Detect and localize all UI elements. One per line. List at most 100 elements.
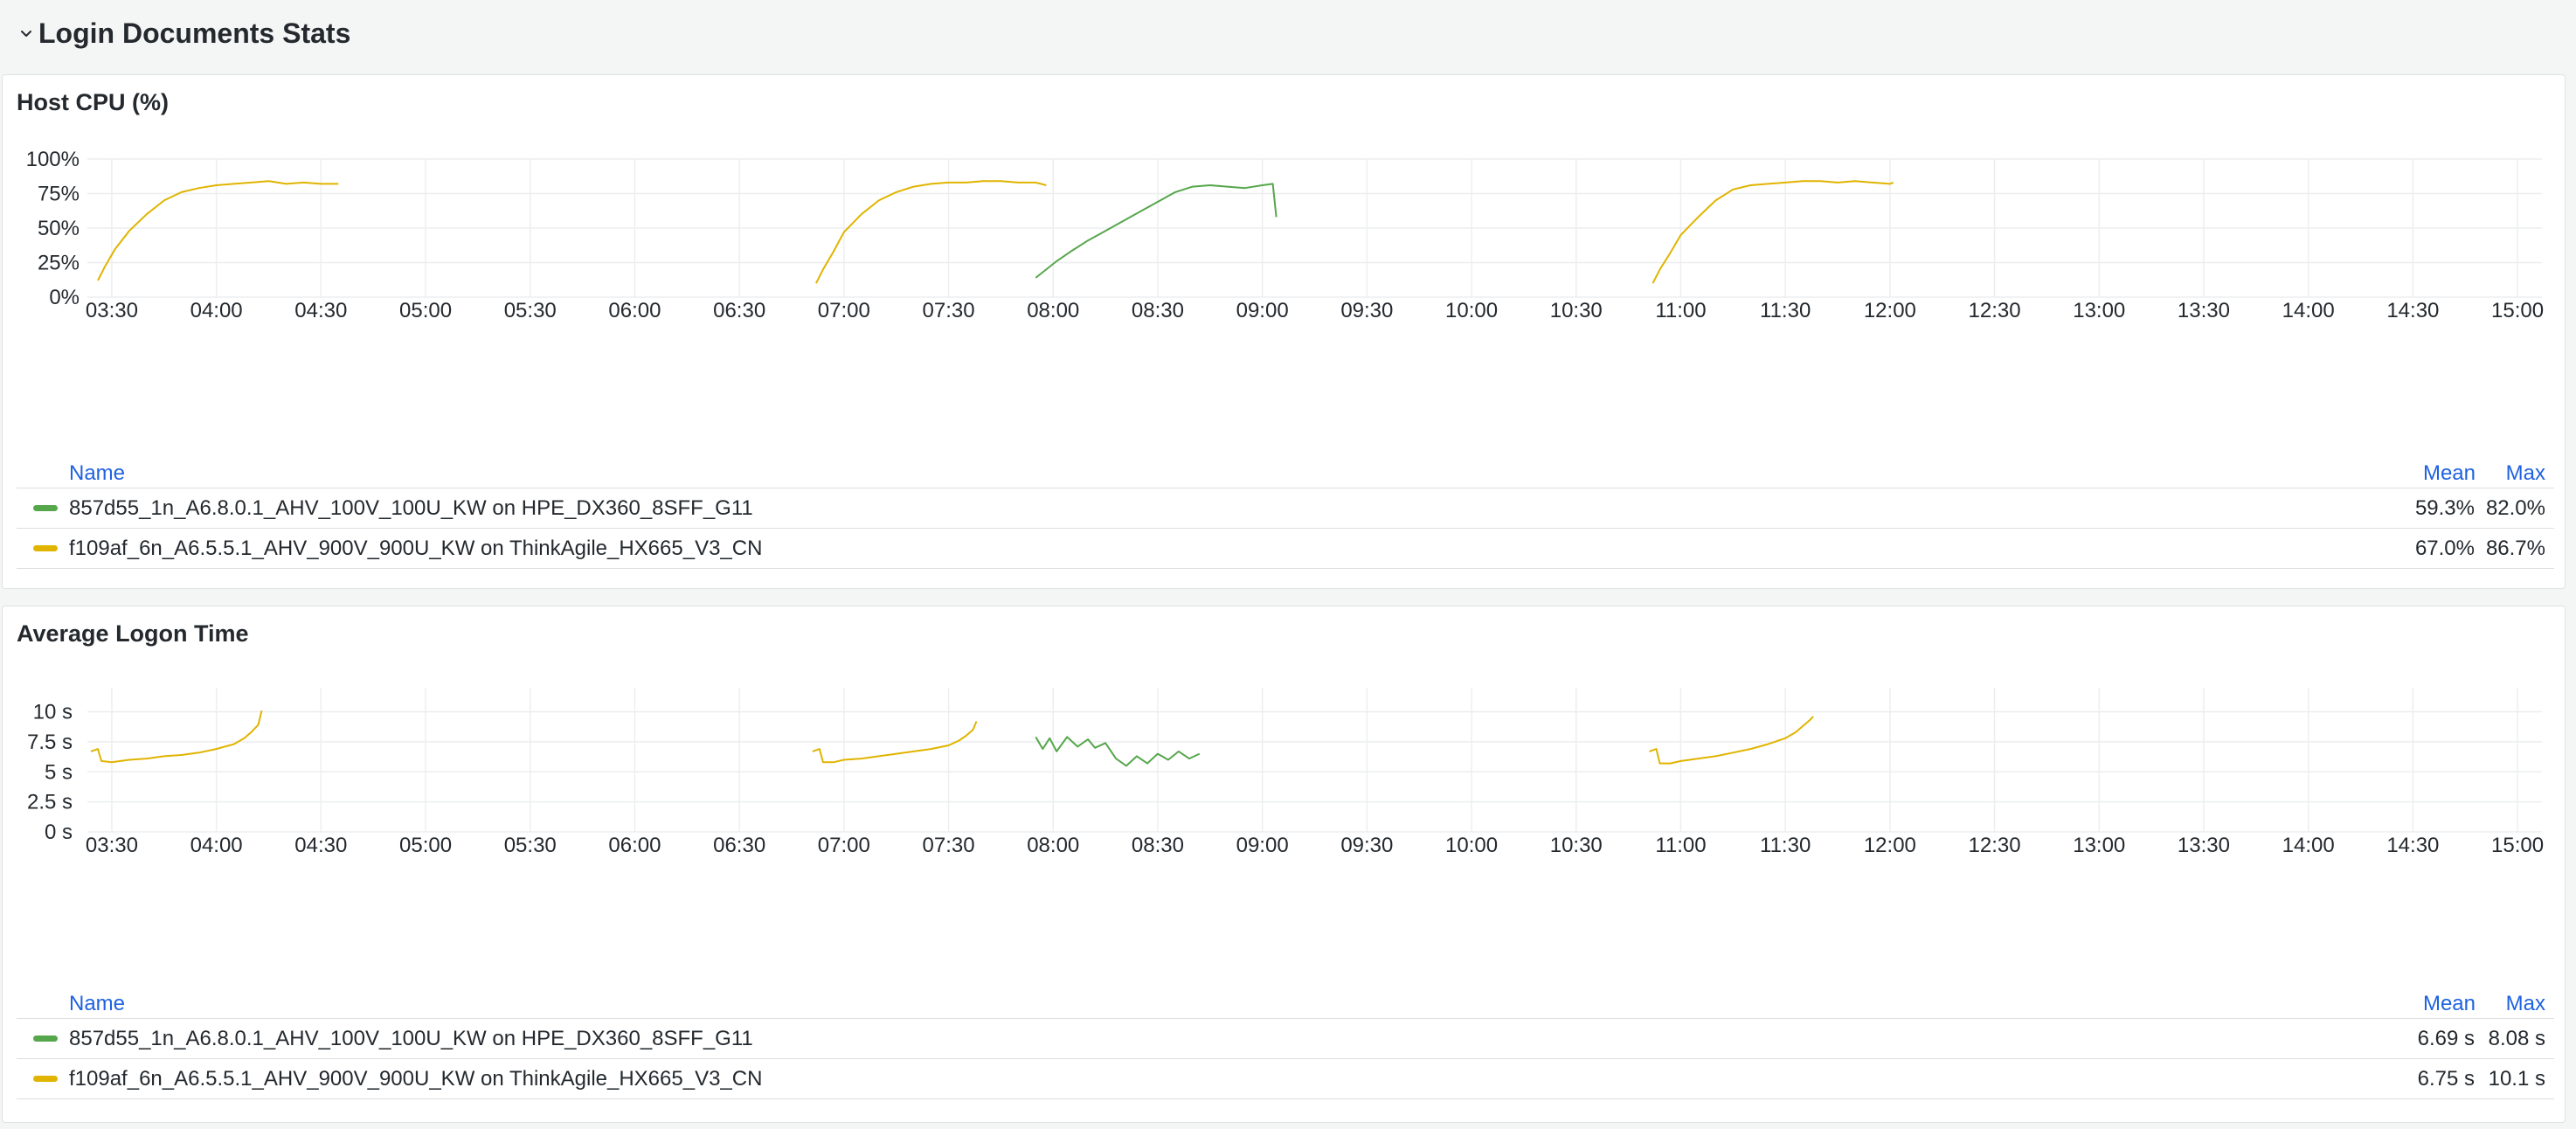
- series-line[interactable]: [1035, 736, 1201, 767]
- legend: Name Mean Max 857d55_1n_A6.8.0.1_AHV_100…: [17, 461, 2554, 569]
- series-color-swatch: [33, 1076, 58, 1082]
- x-tick-label: 08:00: [1027, 834, 1079, 857]
- x-tick-label: 09:30: [1340, 299, 1393, 322]
- series-name: 857d55_1n_A6.8.0.1_AHV_100V_100U_KW on H…: [69, 1026, 753, 1050]
- series-line[interactable]: [90, 710, 263, 764]
- legend-mean-header[interactable]: Mean: [2422, 461, 2476, 485]
- series-max: 86.7%: [2485, 536, 2545, 560]
- x-tick-label: 13:00: [2073, 834, 2125, 857]
- x-tick-label: 08:00: [1027, 299, 1079, 322]
- x-tick-label: 14:00: [2282, 299, 2335, 322]
- x-tick-label: 07:30: [923, 299, 975, 322]
- panel-title[interactable]: Average Logon Time: [17, 620, 249, 647]
- x-tick-label: 06:00: [608, 834, 661, 857]
- x-tick-label: 11:00: [1655, 299, 1706, 322]
- series-line[interactable]: [812, 721, 978, 764]
- y-tick-label: 7.5 s: [27, 731, 73, 754]
- host-cpu-panel: Host CPU (%) 0% 25% 50% 75% 100% 03:30 04:00 04…: [2, 74, 2566, 589]
- legend-name-header[interactable]: Name: [69, 461, 126, 485]
- series-mean: 59.3%: [2414, 495, 2475, 520]
- x-tick-label: 10:30: [1550, 299, 1603, 322]
- x-tick-label: 07:00: [818, 834, 870, 857]
- x-tick-label: 05:30: [504, 299, 557, 322]
- x-tick-label: 13:00: [2073, 299, 2125, 322]
- legend-max-header[interactable]: Max: [2505, 992, 2545, 1015]
- chevron-down-icon[interactable]: [16, 23, 37, 44]
- x-tick-label: 13:30: [2178, 834, 2230, 857]
- host-cpu-chart[interactable]: 0% 25% 50% 75% 100% 03:30 04:00 04:30 05:00 05:30…: [3, 75, 2565, 490]
- legend-max-header[interactable]: Max: [2505, 461, 2545, 485]
- x-tick-label: 15:00: [2491, 834, 2544, 857]
- series-line[interactable]: [1649, 716, 1814, 765]
- series-line[interactable]: [1652, 180, 1894, 284]
- x-tick-label: 04:00: [190, 834, 243, 857]
- row-header[interactable]: Login Documents Stats: [0, 0, 2576, 66]
- y-tick-label: 10 s: [33, 701, 73, 724]
- series-name: 857d55_1n_A6.8.0.1_AHV_100V_100U_KW on H…: [69, 495, 753, 520]
- y-tick-label: 2.5 s: [27, 791, 73, 814]
- x-tick-label: 04:00: [190, 299, 243, 322]
- legend-row[interactable]: 857d55_1n_A6.8.0.1_AHV_100V_100U_KW on H…: [17, 488, 2554, 528]
- x-tick-label: 04:30: [294, 834, 347, 857]
- series-mean: 67.0%: [2414, 536, 2475, 560]
- x-tick-label: 15:00: [2491, 299, 2544, 322]
- x-tick-label: 10:00: [1445, 834, 1498, 857]
- x-tick-label: 12:00: [1864, 834, 1916, 857]
- average-logon-time-chart[interactable]: 0 s 2.5 s 5 s 7.5 s 10 s 03:30 04:00 04:30 05:00…: [3, 606, 2565, 1022]
- x-tick-label: 12:00: [1864, 299, 1916, 322]
- legend-row[interactable]: f109af_6n_A6.5.5.1_AHV_900V_900U_KW on T…: [17, 528, 2554, 569]
- series-line[interactable]: [815, 180, 1047, 284]
- host-cpu-chart-svg[interactable]: 0% 25% 50% 75% 100% 03:30 04:00 04:30 05:00 05:30…: [3, 75, 2565, 486]
- y-tick-label: 75%: [38, 183, 80, 206]
- series-name: f109af_6n_A6.5.5.1_AHV_900V_900U_KW on T…: [69, 536, 763, 560]
- x-tick-label: 11:30: [1760, 834, 1811, 857]
- x-tick-label: 12:30: [1969, 834, 2021, 857]
- x-tick-label: 12:30: [1969, 299, 2021, 322]
- y-tick-label: 0%: [49, 286, 80, 309]
- x-tick-label: 06:30: [713, 299, 765, 322]
- legend-row[interactable]: f109af_6n_A6.5.5.1_AHV_900V_900U_KW on T…: [17, 1058, 2554, 1099]
- legend-name-header[interactable]: Name: [69, 992, 126, 1015]
- x-tick-label: 06:30: [713, 834, 765, 857]
- x-tick-label: 05:00: [399, 834, 452, 857]
- x-tick-label: 14:30: [2386, 834, 2439, 857]
- series-max: 8.08 s: [2488, 1026, 2545, 1050]
- x-tick-label: 05:30: [504, 834, 557, 857]
- series-line[interactable]: [1035, 183, 1278, 279]
- series-mean: 6.69 s: [2417, 1026, 2475, 1050]
- y-tick-label: 50%: [38, 217, 80, 240]
- x-tick-label: 08:30: [1132, 834, 1184, 857]
- series-mean: 6.75 s: [2417, 1066, 2475, 1091]
- y-tick-label: 25%: [38, 252, 80, 275]
- y-tick-label: 5 s: [45, 760, 73, 784]
- x-tick-label: 11:00: [1655, 834, 1706, 857]
- series-line[interactable]: [97, 180, 339, 281]
- x-tick-label: 09:00: [1236, 834, 1289, 857]
- y-tick-label: 0 s: [45, 821, 73, 844]
- panel-title[interactable]: Host CPU (%): [17, 89, 169, 115]
- x-tick-label: 13:30: [2178, 299, 2230, 322]
- x-tick-label: 03:30: [86, 834, 138, 857]
- y-tick-label: 100%: [26, 148, 80, 171]
- x-tick-label: 04:30: [294, 299, 347, 322]
- x-tick-label: 09:30: [1340, 834, 1393, 857]
- series-color-swatch: [33, 505, 58, 511]
- series-max: 10.1 s: [2488, 1066, 2545, 1091]
- x-tick-label: 10:00: [1445, 299, 1498, 322]
- x-tick-label: 09:00: [1236, 299, 1289, 322]
- x-tick-label: 14:30: [2386, 299, 2439, 322]
- legend-row[interactable]: 857d55_1n_A6.8.0.1_AHV_100V_100U_KW on H…: [17, 1018, 2554, 1058]
- legend-mean-header[interactable]: Mean: [2422, 992, 2476, 1015]
- series-name: f109af_6n_A6.5.5.1_AHV_900V_900U_KW on T…: [69, 1066, 763, 1091]
- x-tick-label: 03:30: [86, 299, 138, 322]
- row-title[interactable]: Login Documents Stats: [38, 17, 351, 49]
- x-tick-label: 14:00: [2282, 834, 2335, 857]
- x-tick-label: 07:30: [923, 834, 975, 857]
- series-color-swatch: [33, 545, 58, 551]
- series-max: 82.0%: [2485, 495, 2545, 520]
- x-tick-label: 11:30: [1760, 299, 1811, 322]
- x-tick-label: 10:30: [1550, 834, 1603, 857]
- average-logon-time-chart-svg[interactable]: 0 s 2.5 s 5 s 7.5 s 10 s 03:30 04:00 04:30 05:00…: [3, 606, 2565, 1017]
- legend: Name Mean Max 857d55_1n_A6.8.0.1_AHV_100…: [17, 992, 2554, 1099]
